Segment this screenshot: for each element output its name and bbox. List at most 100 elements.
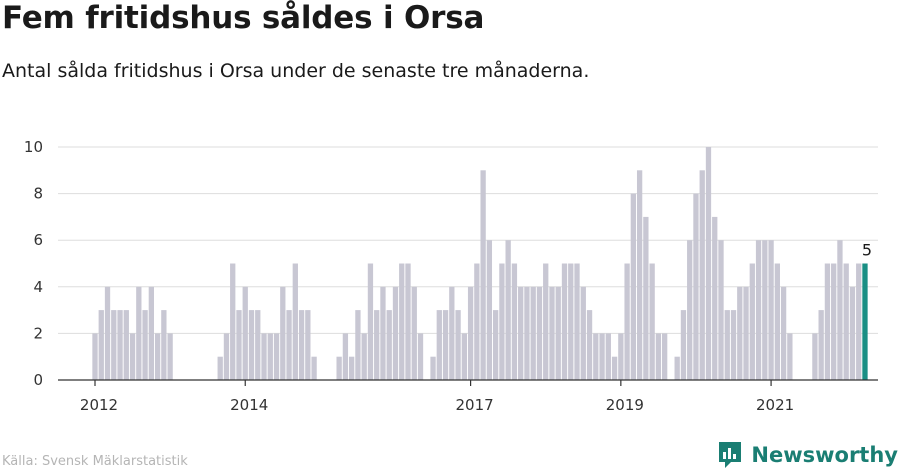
chart-title: Fem fritidshus såldes i Orsa xyxy=(2,0,485,36)
bar xyxy=(662,333,668,380)
source-note: Källa: Svensk Mäklarstatistik xyxy=(2,454,188,469)
bar xyxy=(117,310,123,380)
bar xyxy=(511,263,518,380)
bar xyxy=(392,286,399,380)
bar xyxy=(755,240,762,380)
bar xyxy=(555,286,561,380)
bars xyxy=(92,147,868,380)
bar xyxy=(154,333,161,380)
bar xyxy=(430,356,436,380)
y-tick-label: 0 xyxy=(33,371,43,389)
bar xyxy=(148,286,154,380)
labels: 0 2 4 6 8 10 2012 2014 2017 2019 2021 5 xyxy=(24,138,872,414)
bar xyxy=(499,263,505,380)
bar xyxy=(624,263,630,380)
bar xyxy=(129,333,136,380)
bar xyxy=(536,286,543,380)
bar xyxy=(111,310,117,380)
bar xyxy=(843,263,849,380)
bar xyxy=(355,310,361,380)
bar xyxy=(161,310,167,380)
bar xyxy=(787,333,793,380)
bar xyxy=(449,286,455,380)
bar xyxy=(236,310,242,380)
bar xyxy=(718,240,724,380)
bar xyxy=(167,333,173,380)
bar xyxy=(730,310,737,380)
bar xyxy=(367,263,374,380)
bar xyxy=(480,170,486,380)
bar xyxy=(824,263,831,380)
bar xyxy=(273,333,280,380)
bar xyxy=(849,286,856,380)
bar xyxy=(136,286,142,380)
y-tick-label: 10 xyxy=(24,138,43,156)
bar xyxy=(342,333,349,380)
bar xyxy=(292,263,298,380)
bar xyxy=(705,147,712,380)
x-tick-label: 2021 xyxy=(756,396,794,414)
bar xyxy=(380,286,386,380)
bar xyxy=(442,310,449,380)
bar xyxy=(336,356,342,380)
bar xyxy=(543,263,549,380)
y-tick-label: 4 xyxy=(33,278,43,296)
x-tick-label: 2017 xyxy=(456,396,494,414)
bar xyxy=(699,170,705,380)
bar xyxy=(593,333,599,380)
bar xyxy=(474,263,480,380)
bar xyxy=(242,286,248,380)
bar xyxy=(255,310,261,380)
newsworthy-logo-icon xyxy=(719,442,742,468)
bar xyxy=(374,310,380,380)
bar xyxy=(455,310,461,380)
bar xyxy=(568,263,574,380)
bar xyxy=(411,286,417,380)
bar xyxy=(123,310,129,380)
bar xyxy=(818,310,824,380)
bar xyxy=(223,333,230,380)
bar xyxy=(605,333,611,380)
bar xyxy=(467,286,474,380)
bar xyxy=(812,333,818,380)
bar xyxy=(831,263,837,380)
brand-logo[interactable]: Newsworthy xyxy=(717,440,898,470)
x-tick-label: 2019 xyxy=(606,396,644,414)
bar xyxy=(217,356,223,380)
bar xyxy=(399,263,405,380)
bar xyxy=(298,310,305,380)
bar xyxy=(749,263,755,380)
bar xyxy=(674,356,680,380)
bar xyxy=(856,263,862,380)
bar xyxy=(524,286,530,380)
bar xyxy=(680,310,687,380)
bar xyxy=(618,333,624,380)
bar xyxy=(724,310,730,380)
brand-name: Newsworthy xyxy=(751,443,898,467)
bar xyxy=(98,310,104,380)
y-tick-label: 2 xyxy=(33,324,43,342)
bar xyxy=(248,310,255,380)
bar xyxy=(261,333,267,380)
bar xyxy=(104,286,111,380)
bar xyxy=(505,240,511,380)
bar xyxy=(230,263,236,380)
bar xyxy=(492,310,499,380)
bar xyxy=(405,263,411,380)
bar xyxy=(580,286,586,380)
bar xyxy=(280,286,286,380)
bar xyxy=(267,333,273,380)
bar xyxy=(693,193,699,380)
bar xyxy=(774,263,780,380)
bar xyxy=(561,263,568,380)
y-tick-label: 6 xyxy=(33,231,43,249)
bar xyxy=(687,240,693,380)
bar xyxy=(518,286,524,380)
bar xyxy=(436,310,442,380)
bar xyxy=(649,263,655,380)
y-tick-label: 8 xyxy=(33,185,43,203)
bar xyxy=(737,286,743,380)
bar xyxy=(712,216,718,380)
bar xyxy=(574,263,580,380)
bar xyxy=(361,333,367,380)
